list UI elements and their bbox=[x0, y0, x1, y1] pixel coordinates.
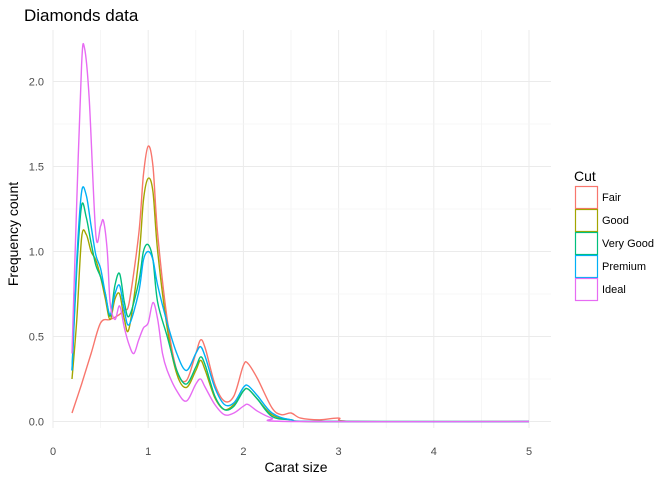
x-tick-label: 0 bbox=[50, 446, 56, 458]
y-axis-title: Frequency count bbox=[5, 182, 21, 286]
y-tick-label: 0.5 bbox=[29, 332, 44, 344]
y-tick-label: 1.0 bbox=[29, 247, 44, 259]
density-line-very-good bbox=[71, 202, 530, 423]
x-tick-label: 4 bbox=[431, 446, 437, 458]
legend-item-premium: Premium bbox=[574, 254, 646, 279]
y-tick-label: 1.5 bbox=[29, 162, 44, 174]
legend-label-good: Good bbox=[602, 215, 629, 227]
x-axis-ticks: 0 1 2 3 4 5 bbox=[50, 446, 532, 458]
legend-label-fair: Fair bbox=[602, 192, 621, 204]
x-tick-label: 2 bbox=[240, 446, 246, 458]
legend-label-ideal: Ideal bbox=[602, 284, 626, 296]
legend-key-ideal bbox=[574, 277, 599, 302]
x-tick-label: 3 bbox=[336, 446, 342, 458]
legend-items: Fair Good Very Good Premium Ideal bbox=[574, 185, 654, 302]
plot-grid bbox=[52, 30, 551, 428]
density-line-ideal bbox=[71, 42, 530, 423]
legend-label-premium: Premium bbox=[602, 261, 646, 273]
legend-key-fair bbox=[574, 185, 599, 210]
legend-item-very-good: Very Good bbox=[574, 231, 654, 256]
legend-item-good: Good bbox=[574, 208, 629, 233]
legend-item-ideal: Ideal bbox=[574, 277, 626, 302]
y-axis-ticks: 0.0 0.5 1.0 1.5 2.0 bbox=[29, 77, 44, 429]
x-axis-title: Carat size bbox=[264, 459, 327, 475]
legend: Cut Fair Good Very Good Premium Ideal bbox=[574, 168, 654, 302]
y-tick-label: 2.0 bbox=[29, 77, 44, 89]
x-tick-label: 5 bbox=[526, 446, 532, 458]
legend-label-very-good: Very Good bbox=[602, 238, 654, 250]
chart-title: Diamonds data bbox=[24, 6, 139, 25]
density-curves bbox=[71, 42, 530, 423]
x-tick-label: 1 bbox=[145, 446, 151, 458]
legend-title: Cut bbox=[574, 168, 596, 184]
legend-key-very-good bbox=[574, 231, 599, 256]
legend-item-fair: Fair bbox=[574, 185, 621, 210]
y-tick-label: 0.0 bbox=[29, 417, 44, 429]
density-line-premium bbox=[71, 186, 530, 423]
legend-key-good bbox=[574, 208, 599, 233]
legend-key-premium bbox=[574, 254, 599, 279]
